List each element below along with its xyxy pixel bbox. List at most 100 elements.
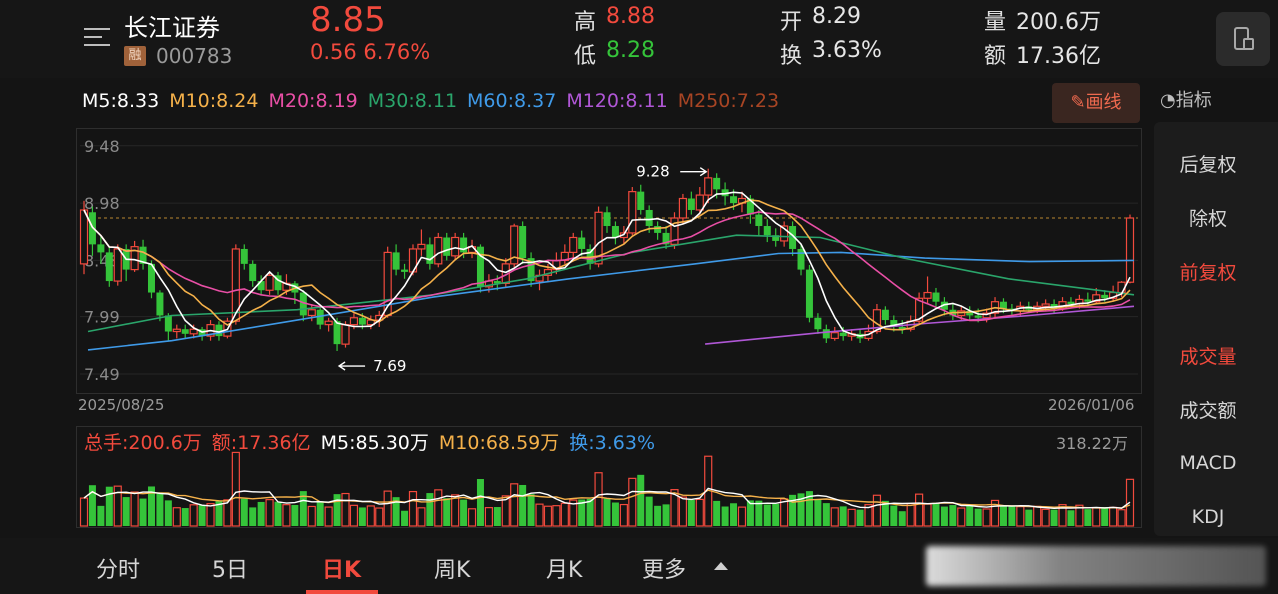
volume-bar[interactable]: [898, 511, 906, 526]
volume-bar[interactable]: [645, 496, 653, 526]
volume-bar[interactable]: [156, 492, 164, 526]
candle[interactable]: [172, 324, 181, 339]
volume-bar[interactable]: [172, 507, 181, 527]
volume-bar[interactable]: [240, 498, 248, 526]
candle[interactable]: [156, 290, 164, 322]
candle[interactable]: [560, 244, 569, 264]
volume-bar[interactable]: [830, 507, 839, 527]
volume-bar[interactable]: [780, 498, 789, 527]
volume-bar[interactable]: [637, 474, 645, 526]
candle[interactable]: [822, 324, 830, 343]
volume-bar[interactable]: [510, 483, 519, 527]
volume-chart[interactable]: [76, 426, 1142, 528]
volume-bar[interactable]: [249, 507, 257, 526]
candle[interactable]: [611, 221, 619, 245]
volume-bar[interactable]: [341, 492, 350, 527]
candle[interactable]: [678, 193, 688, 224]
side-menu-item[interactable]: 成交额: [1179, 400, 1237, 422]
landscape-toggle-button[interactable]: [1216, 12, 1270, 66]
volume-bar[interactable]: [460, 499, 468, 526]
candle[interactable]: [898, 320, 906, 334]
candle[interactable]: [130, 240, 139, 272]
volume-bar[interactable]: [282, 504, 291, 527]
volume-bar[interactable]: [307, 505, 316, 527]
volume-bar[interactable]: [847, 508, 856, 527]
volume-bar[interactable]: [805, 491, 813, 526]
volume-bar[interactable]: [333, 494, 341, 526]
candle[interactable]: [139, 239, 147, 270]
volume-bar[interactable]: [467, 508, 477, 527]
volume-bar[interactable]: [949, 505, 957, 526]
draw-line-button[interactable]: ✎画线: [1052, 83, 1140, 123]
volume-bar[interactable]: [231, 451, 240, 527]
volume-bar[interactable]: [881, 500, 889, 526]
candle[interactable]: [704, 168, 713, 204]
candle[interactable]: [97, 235, 105, 264]
volume-bar[interactable]: [560, 502, 569, 527]
volume-bar[interactable]: [923, 503, 932, 527]
candle[interactable]: [662, 226, 670, 249]
candle[interactable]: [814, 313, 822, 334]
volume-bar[interactable]: [130, 491, 139, 527]
candle[interactable]: [594, 206, 603, 268]
volume-bar[interactable]: [79, 497, 89, 527]
volume-bar[interactable]: [299, 491, 307, 526]
volume-bar[interactable]: [1050, 509, 1058, 526]
candle[interactable]: [527, 252, 535, 287]
volume-bar[interactable]: [552, 505, 561, 527]
volume-bar[interactable]: [392, 497, 400, 526]
volume-bar[interactable]: [291, 504, 299, 526]
volume-bar[interactable]: [814, 499, 822, 526]
period-tab[interactable]: 分时: [96, 558, 141, 583]
candle[interactable]: [392, 244, 400, 276]
candle[interactable]: [1109, 285, 1118, 302]
volume-bar[interactable]: [1101, 507, 1109, 526]
volume-bar[interactable]: [569, 499, 578, 527]
volume-bar[interactable]: [856, 509, 864, 526]
period-tab[interactable]: 月K: [546, 558, 583, 583]
volume-bar[interactable]: [797, 493, 805, 526]
volume-bar[interactable]: [476, 479, 484, 526]
volume-bar[interactable]: [408, 490, 418, 527]
volume-bar[interactable]: [763, 504, 771, 526]
candle[interactable]: [324, 317, 333, 332]
volume-bar[interactable]: [721, 506, 729, 526]
side-menu-item[interactable]: 前复权: [1179, 262, 1237, 284]
volume-bar[interactable]: [578, 499, 586, 526]
candle[interactable]: [923, 276, 932, 304]
candle[interactable]: [763, 219, 771, 243]
candle[interactable]: [401, 263, 409, 279]
candle[interactable]: [426, 237, 434, 270]
volume-bar[interactable]: [662, 504, 670, 526]
volume-bar[interactable]: [915, 493, 924, 527]
volume-bar[interactable]: [181, 508, 189, 526]
candle[interactable]: [780, 221, 789, 247]
volume-bar[interactable]: [519, 484, 527, 526]
candle[interactable]: [695, 187, 704, 215]
volume-bar[interactable]: [164, 500, 172, 526]
volume-bar[interactable]: [105, 486, 113, 526]
candle[interactable]: [797, 244, 805, 276]
candle[interactable]: [249, 260, 257, 287]
volume-bar[interactable]: [97, 505, 105, 526]
volume-bar[interactable]: [822, 503, 830, 526]
volume-bar[interactable]: [746, 500, 754, 526]
candle[interactable]: [603, 206, 611, 233]
volume-bar[interactable]: [113, 485, 122, 527]
candle[interactable]: [519, 221, 527, 264]
volume-bar[interactable]: [628, 477, 637, 527]
volume-bar[interactable]: [316, 501, 324, 526]
candle[interactable]: [88, 206, 96, 256]
volume-bar[interactable]: [906, 502, 915, 527]
period-tab[interactable]: 日K: [322, 558, 362, 583]
side-menu-item[interactable]: 除权: [1188, 208, 1227, 230]
volume-bar[interactable]: [730, 503, 738, 526]
menu-icon[interactable]: [84, 26, 110, 48]
candle[interactable]: [637, 184, 645, 215]
candle[interactable]: [147, 260, 155, 299]
candle[interactable]: [105, 246, 113, 287]
volume-bar[interactable]: [426, 493, 434, 526]
volume-bar[interactable]: [957, 507, 966, 527]
side-menu-item[interactable]: 后复权: [1179, 154, 1237, 176]
candle[interactable]: [299, 290, 307, 322]
